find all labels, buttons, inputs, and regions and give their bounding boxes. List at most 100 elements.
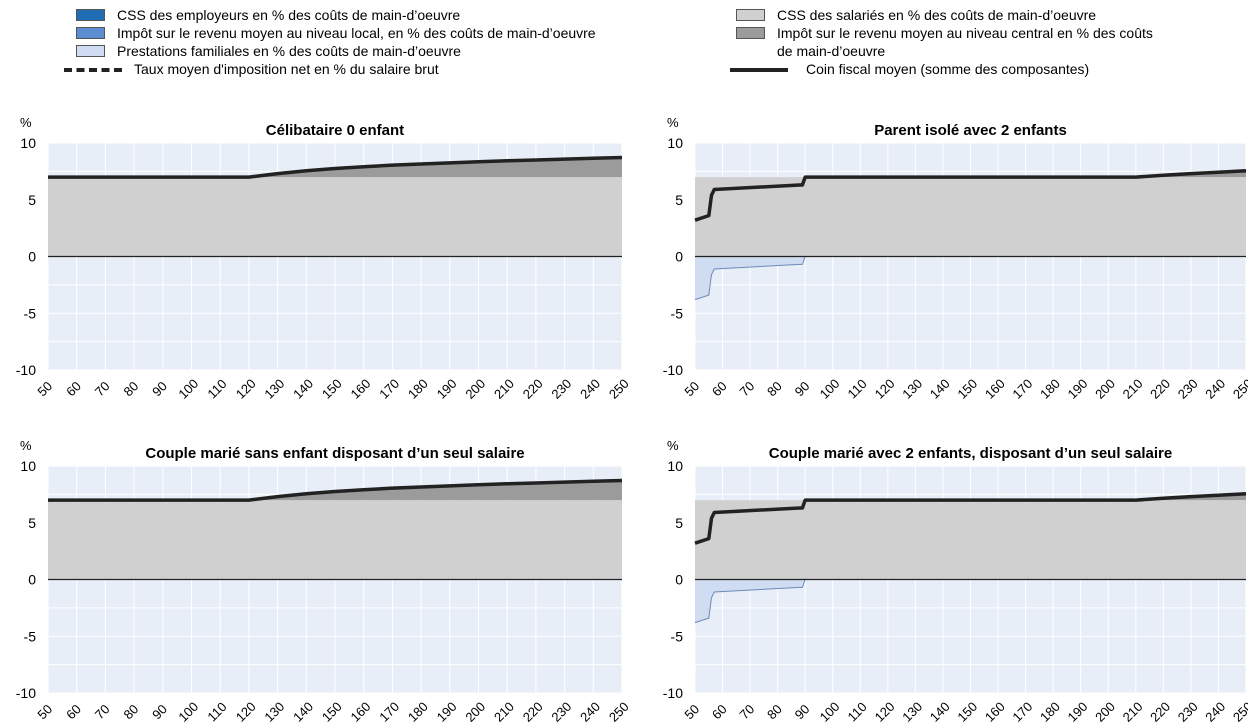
- x-tick-label: 180: [405, 699, 431, 724]
- x-tick-label: 250: [606, 376, 632, 402]
- x-tick-label: 160: [982, 699, 1008, 724]
- x-tick-label: 200: [1092, 376, 1118, 402]
- y-tick-label: 10: [20, 458, 36, 474]
- x-tick-label: 100: [175, 699, 201, 724]
- x-tick-label: 210: [1120, 376, 1146, 402]
- legend-label-central-tax-line1: Impôt sur le revenu moyen au niveau cent…: [777, 25, 1153, 41]
- x-tick-label: 230: [548, 699, 574, 724]
- legend-label-family-benefits: Prestations familiales en % des coûts de…: [117, 43, 461, 59]
- y-axis-unit: %: [20, 115, 32, 130]
- y-tick-label: -10: [663, 362, 683, 378]
- x-tick-label: 130: [899, 376, 925, 402]
- x-tick-label: 100: [817, 376, 843, 402]
- panel-title: Célibataire 0 enfant: [266, 122, 404, 139]
- legend-swatch-employee-ssc: [736, 9, 765, 21]
- x-tick-label: 250: [1230, 376, 1248, 402]
- x-tick-label: 140: [927, 376, 953, 402]
- x-tick-label: 100: [175, 376, 201, 402]
- x-tick-label: 130: [899, 699, 925, 724]
- x-tick-label: 210: [1120, 699, 1146, 724]
- legend-item-employee-ssc: CSS des salariés en % des coûts de main-…: [736, 6, 1096, 24]
- x-tick-label: 60: [709, 378, 730, 399]
- x-tick-label: 200: [1092, 699, 1118, 724]
- x-tick-label: 240: [577, 376, 603, 402]
- x-tick-label: 190: [434, 376, 460, 402]
- panel-title: Parent isolé avec 2 enfants: [874, 122, 1067, 139]
- y-tick-label: 0: [675, 572, 683, 588]
- x-tick-label: 230: [1175, 376, 1201, 402]
- legend-label-employer-ssc: CSS des employeurs en % des coûts de mai…: [117, 7, 461, 23]
- x-tick-label: 50: [34, 378, 55, 399]
- area-employee-ssc: [48, 177, 622, 257]
- y-tick-label: 5: [675, 515, 683, 531]
- x-tick-label: 180: [405, 376, 431, 402]
- y-tick-label: 5: [28, 515, 36, 531]
- x-tick-label: 160: [982, 376, 1008, 402]
- x-tick-label: 80: [764, 701, 785, 722]
- x-tick-label: 130: [261, 376, 287, 402]
- x-tick-label: 170: [376, 376, 402, 402]
- x-tick-label: 240: [1202, 699, 1228, 724]
- x-tick-label: 120: [233, 699, 259, 724]
- x-tick-label: 140: [290, 376, 316, 402]
- x-tick-label: 220: [1147, 699, 1173, 724]
- x-tick-label: 170: [376, 699, 402, 724]
- legend-label-net-avg-rate: Taux moyen d'imposition net en % du sala…: [134, 61, 439, 77]
- y-tick-label: -10: [16, 362, 36, 378]
- legend-item-net-avg-rate: Taux moyen d'imposition net en % du sala…: [64, 60, 439, 78]
- x-tick-label: 110: [844, 376, 869, 401]
- x-tick-label: 120: [872, 699, 898, 724]
- x-tick-label: 160: [348, 376, 374, 402]
- y-tick-label: 5: [28, 192, 36, 208]
- legend-label-central-tax-line2: de main-d’oeuvre: [777, 43, 886, 59]
- x-tick-label: 200: [462, 699, 488, 724]
- y-tick-label: 5: [675, 192, 683, 208]
- area-family-benefits: [695, 579, 1246, 623]
- x-tick-label: 150: [319, 376, 345, 402]
- x-tick-label: 240: [1202, 376, 1228, 402]
- legend-item-tax-wedge: Coin fiscal moyen (somme des composantes…: [730, 60, 1089, 78]
- legend-label-employee-ssc: CSS des salariés en % des coûts de main-…: [777, 7, 1097, 23]
- legend-label-tax-wedge: Coin fiscal moyen (somme des composantes…: [806, 61, 1090, 77]
- x-tick-label: 70: [92, 378, 113, 399]
- legend-label-local-tax: Impôt sur le revenu moyen au niveau loca…: [117, 25, 596, 41]
- x-tick-label: 190: [1065, 376, 1091, 402]
- x-tick-label: 50: [681, 378, 702, 399]
- x-tick-label: 170: [1009, 699, 1035, 724]
- x-tick-label: 150: [954, 699, 980, 724]
- y-tick-label: -5: [24, 305, 37, 321]
- x-tick-label: 80: [764, 378, 785, 399]
- area-employee-ssc: [695, 500, 1246, 580]
- x-tick-label: 70: [736, 378, 757, 399]
- x-tick-label: 60: [709, 701, 730, 722]
- area-employee-ssc: [695, 177, 1246, 257]
- x-tick-label: 240: [577, 699, 603, 724]
- y-axis-unit: %: [667, 438, 679, 453]
- legend-item-local-tax: Impôt sur le revenu moyen au niveau loca…: [76, 24, 596, 42]
- legend-swatch-employer-ssc: [76, 9, 105, 21]
- area-family-benefits: [695, 256, 1246, 300]
- y-tick-label: 0: [28, 572, 36, 588]
- y-tick-label: -5: [671, 305, 684, 321]
- x-tick-label: 120: [233, 376, 259, 402]
- legend-label-central-tax: Impôt sur le revenu moyen au niveau cent…: [777, 24, 1153, 60]
- legend-swatch-local-tax: [76, 27, 105, 39]
- panel-title: Couple marié avec 2 enfants, disposant d…: [769, 445, 1172, 462]
- legend-swatch-family-benefits: [76, 45, 105, 57]
- x-tick-label: 110: [204, 699, 229, 724]
- x-tick-label: 200: [462, 376, 488, 402]
- x-tick-label: 220: [520, 376, 546, 402]
- y-axis-unit: %: [667, 115, 679, 130]
- y-tick-label: 10: [20, 135, 36, 151]
- x-tick-label: 230: [1175, 699, 1201, 724]
- x-tick-label: 150: [319, 699, 345, 724]
- x-tick-label: 140: [290, 699, 316, 724]
- x-tick-label: 180: [1037, 699, 1063, 724]
- area-central-tax: [695, 493, 1246, 501]
- legend-line-tax-wedge: [730, 68, 788, 72]
- x-tick-label: 70: [736, 701, 757, 722]
- x-tick-label: 50: [34, 701, 55, 722]
- panel-title: Couple marié sans enfant disposant d’un …: [145, 445, 524, 462]
- x-tick-label: 180: [1037, 376, 1063, 402]
- tax-wedge-line: [694, 169, 1247, 222]
